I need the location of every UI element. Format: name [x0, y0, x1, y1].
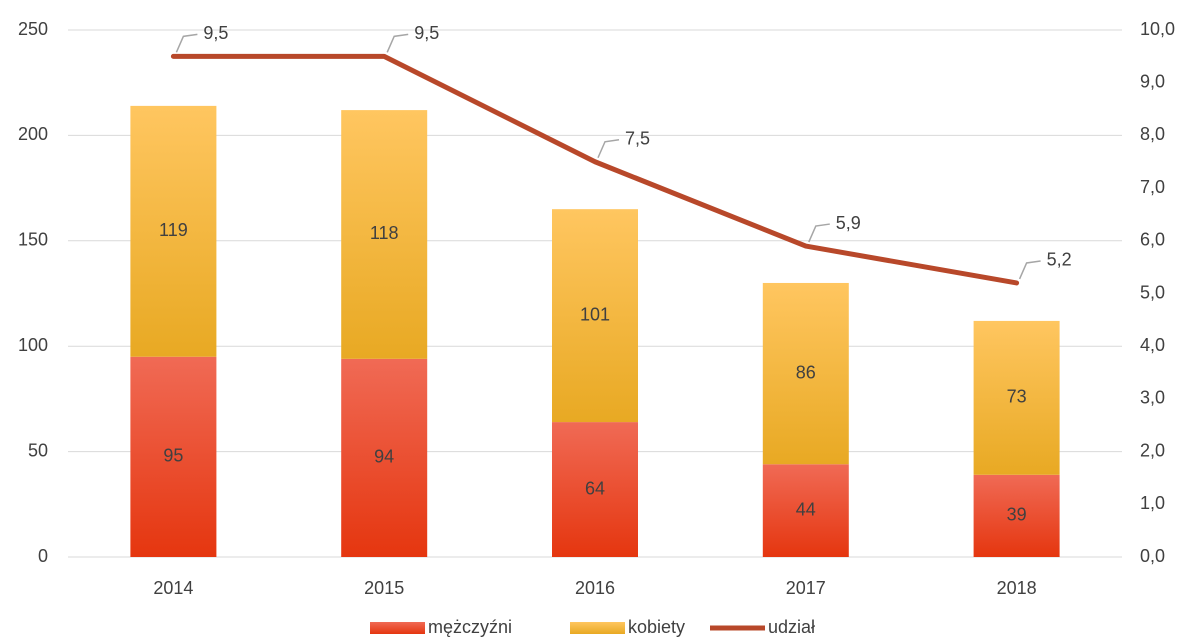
bar-value-label: 73 [1007, 387, 1027, 407]
leader-line [175, 33, 198, 53]
y2-tick-label: 10,0 [1140, 19, 1175, 39]
bar [552, 422, 638, 557]
x-tick-label: 2018 [997, 578, 1037, 598]
bar-value-label: 64 [585, 478, 605, 498]
bar-value-label: 86 [796, 362, 816, 382]
legend-label: kobiety [628, 617, 685, 637]
y-tick-label: 250 [18, 19, 48, 39]
x-tick-label: 2014 [153, 578, 193, 598]
y-tick-label: 0 [38, 546, 48, 566]
line-value-label: 7,5 [625, 129, 650, 149]
leader-line [1018, 260, 1041, 280]
bar-value-label: 44 [796, 499, 816, 519]
line-value-label: 9,5 [414, 23, 439, 43]
bar [341, 110, 428, 359]
bar [762, 282, 849, 465]
bar [130, 105, 217, 357]
y-tick-label: 150 [18, 230, 48, 250]
y2-tick-label: 0,0 [1140, 546, 1165, 566]
leader-line [808, 223, 830, 243]
y2-tick-label: 9,0 [1140, 71, 1165, 91]
legend-label: mężczyźni [428, 617, 512, 637]
y-tick-label: 200 [18, 124, 48, 144]
bar [341, 358, 428, 557]
bar-value-label: 101 [580, 304, 610, 324]
y2-tick-label: 8,0 [1140, 124, 1165, 144]
y-tick-label: 100 [18, 335, 48, 355]
bar [973, 474, 1060, 557]
y2-tick-label: 2,0 [1140, 440, 1165, 460]
x-tick-label: 2015 [364, 578, 404, 598]
leader-line [386, 33, 409, 53]
y2-tick-label: 1,0 [1140, 493, 1165, 513]
x-tick-label: 2017 [786, 578, 826, 598]
y2-tick-label: 3,0 [1140, 388, 1165, 408]
leader-line [597, 139, 620, 159]
bar-value-label: 39 [1007, 505, 1027, 525]
bar-value-label: 95 [163, 446, 183, 466]
bar [130, 356, 217, 557]
x-tick-label: 2016 [575, 578, 615, 598]
y2-tick-label: 5,0 [1140, 282, 1165, 302]
legend-swatch [570, 622, 625, 634]
bar-value-label: 118 [370, 223, 399, 243]
y2-tick-label: 4,0 [1140, 335, 1165, 355]
y2-tick-label: 7,0 [1140, 177, 1165, 197]
bar [552, 209, 638, 423]
line-value-label: 5,9 [836, 213, 861, 233]
y-tick-label: 50 [28, 440, 48, 460]
line-value-label: 5,2 [1047, 250, 1072, 270]
line-series [170, 53, 1020, 286]
bar-value-label: 119 [159, 220, 188, 240]
bar-value-label: 94 [374, 447, 394, 467]
bar [973, 320, 1060, 475]
line-value-label: 9,5 [203, 23, 228, 43]
legend-label: udział [768, 617, 815, 637]
y2-tick-label: 6,0 [1140, 230, 1165, 250]
bar [762, 464, 849, 557]
legend-swatch [370, 622, 425, 634]
